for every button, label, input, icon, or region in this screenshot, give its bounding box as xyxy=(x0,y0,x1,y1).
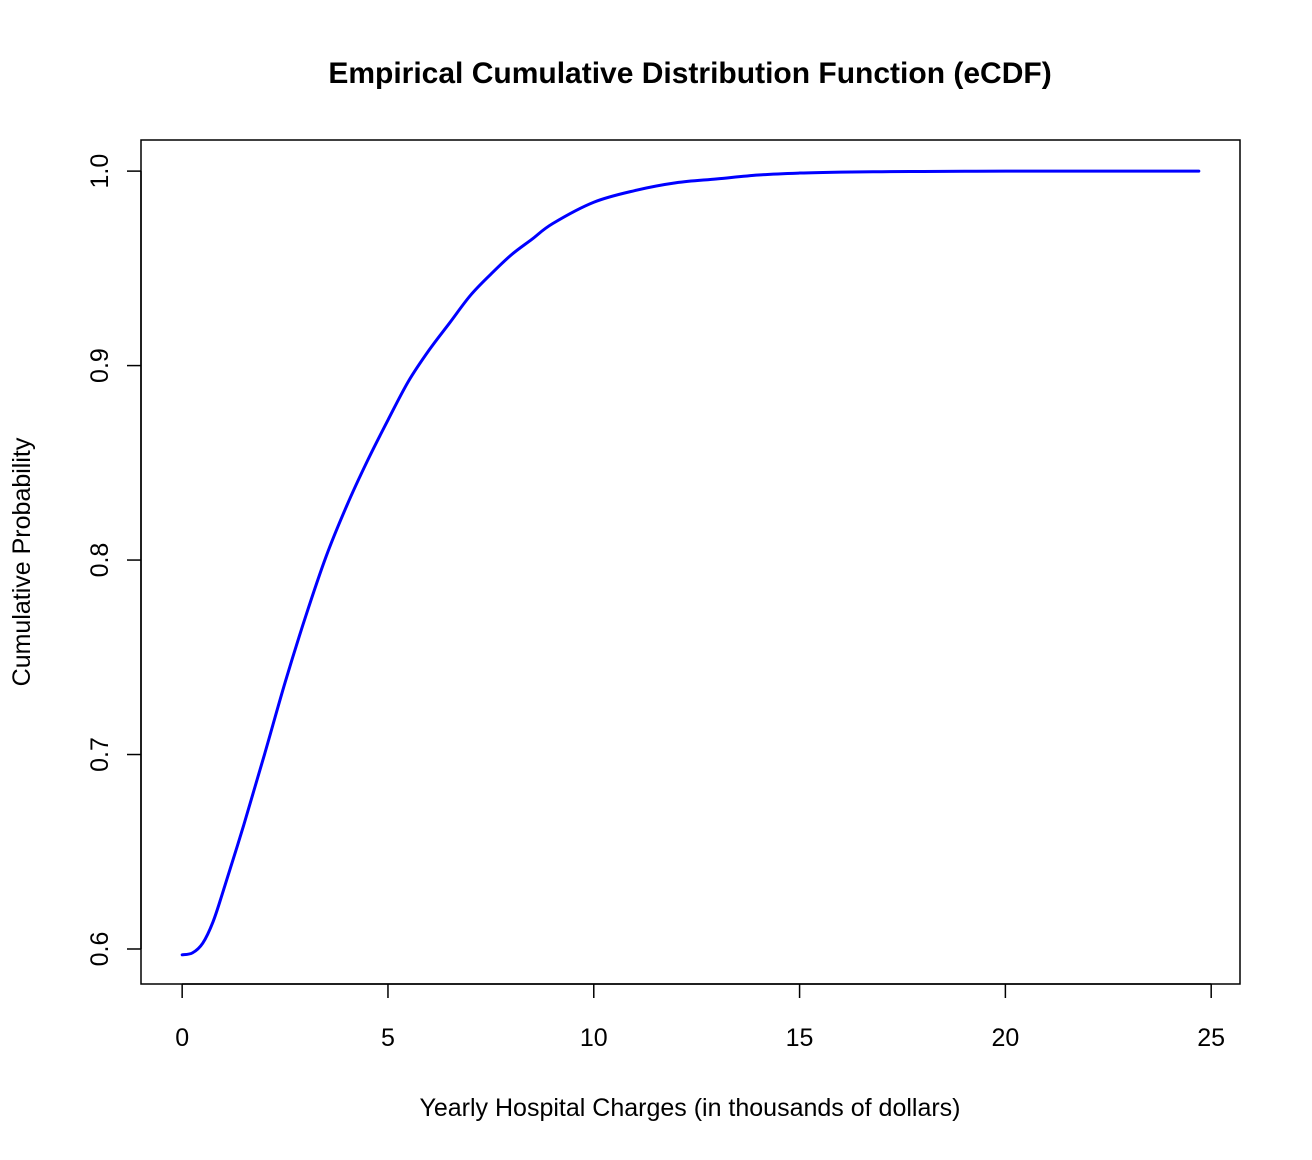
y-tick-label: 0.8 xyxy=(86,543,114,578)
y-axis: 0.6 0.7 0.8 0.9 1.0 xyxy=(86,154,142,967)
x-tick-label: 5 xyxy=(381,1024,395,1052)
x-tick-label: 0 xyxy=(175,1024,189,1052)
chart-title: Empirical Cumulative Distribution Functi… xyxy=(328,57,1051,90)
x-tick-label: 15 xyxy=(786,1024,814,1052)
ecdf-series-line xyxy=(180,169,1201,957)
x-tick-label: 25 xyxy=(1197,1024,1225,1052)
plot-frame xyxy=(140,139,1241,985)
x-tick-label: 20 xyxy=(991,1024,1019,1052)
y-tick-label: 0.9 xyxy=(86,348,114,383)
x-tick-label: 10 xyxy=(580,1024,608,1052)
x-axis-label: Yearly Hospital Charges (in thousands of… xyxy=(419,1094,960,1122)
y-tick-label: 0.6 xyxy=(86,932,114,967)
y-axis-label: Cumulative Probability xyxy=(8,437,36,686)
x-axis: 0 5 10 15 20 25 xyxy=(175,983,1225,1052)
y-tick-label: 1.0 xyxy=(86,154,114,189)
y-tick-label: 0.7 xyxy=(86,737,114,772)
